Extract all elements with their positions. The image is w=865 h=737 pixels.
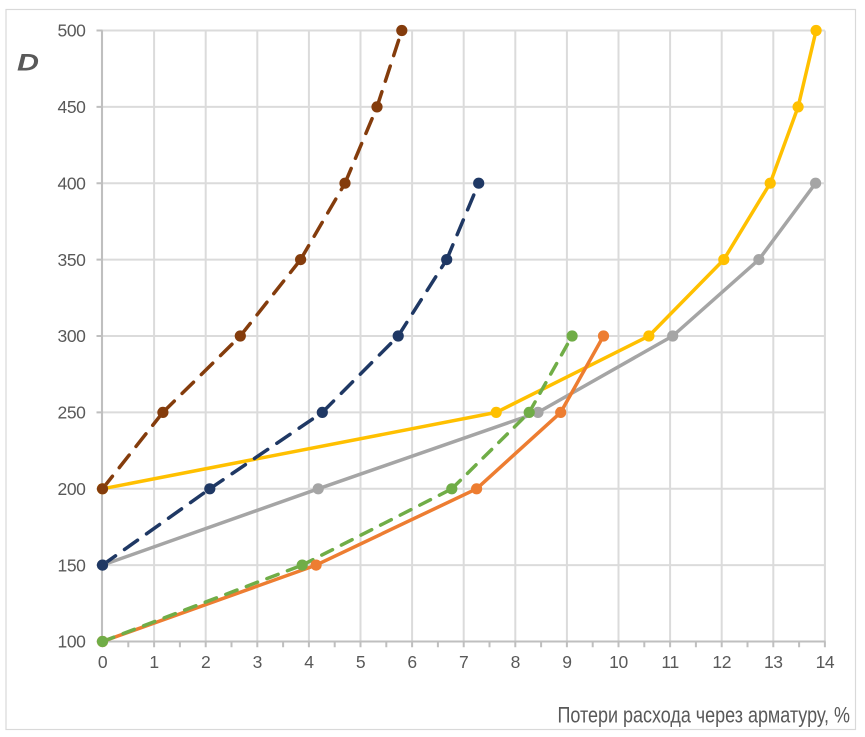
- svg-text:8: 8: [511, 652, 520, 672]
- svg-text:500: 500: [58, 21, 87, 41]
- svg-text:350: 350: [58, 250, 87, 270]
- svg-text:450: 450: [58, 97, 87, 117]
- svg-text:1: 1: [149, 652, 158, 672]
- svg-text:400: 400: [58, 173, 87, 193]
- svg-text:13: 13: [764, 652, 783, 672]
- svg-text:10: 10: [609, 652, 628, 672]
- svg-text:200: 200: [58, 479, 87, 499]
- svg-text:6: 6: [407, 652, 416, 672]
- svg-text:0: 0: [98, 652, 108, 672]
- svg-text:D: D: [17, 50, 39, 77]
- svg-text:9: 9: [562, 652, 571, 672]
- svg-text:2: 2: [201, 652, 210, 672]
- svg-text:14: 14: [816, 652, 835, 672]
- svg-text:12: 12: [712, 652, 731, 672]
- svg-text:Потери расхода через арматуру,: Потери расхода через арматуру, %: [558, 702, 851, 727]
- svg-text:11: 11: [661, 652, 678, 672]
- svg-text:3: 3: [253, 652, 262, 672]
- svg-text:100: 100: [58, 632, 87, 652]
- svg-text:300: 300: [58, 326, 87, 346]
- svg-text:4: 4: [304, 652, 314, 672]
- svg-text:250: 250: [58, 403, 87, 423]
- svg-text:150: 150: [58, 555, 87, 575]
- svg-text:5: 5: [356, 652, 365, 672]
- svg-text:7: 7: [459, 652, 468, 672]
